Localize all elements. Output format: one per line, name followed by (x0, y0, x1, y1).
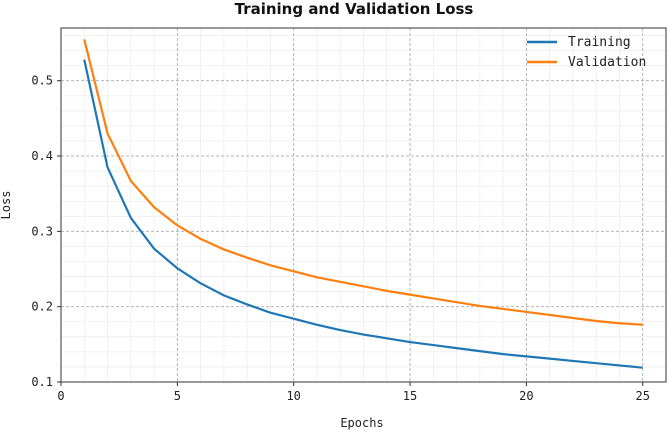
x-axis-label: Epochs (340, 416, 383, 430)
y-axis-ticks: 0.1 0.2 0.3 0.4 0.5 (31, 74, 61, 389)
series-layer (83, 39, 643, 369)
legend-label-training: Training (568, 35, 631, 50)
y-tick-label: 0.3 (31, 224, 53, 238)
x-tick-label: 10 (286, 389, 300, 403)
y-axis-label: Loss (0, 191, 13, 220)
y-tick-label: 0.5 (31, 74, 53, 88)
y-tick-label: 0.1 (31, 375, 53, 389)
series-line-validation (83, 39, 643, 326)
x-tick-label: 5 (174, 389, 181, 403)
plot-frame (60, 27, 667, 383)
y-tick-label: 0.4 (31, 149, 53, 163)
x-tick-label: 0 (57, 389, 64, 403)
x-axis-ticks: 0 5 10 15 20 25 (57, 382, 650, 403)
chart-title: Training and Validation Loss (235, 0, 474, 18)
y-tick-label: 0.2 (31, 300, 53, 314)
legend-label-validation: Validation (568, 55, 646, 70)
x-tick-label: 20 (519, 389, 533, 403)
legend: Training Validation (527, 35, 646, 70)
x-tick-label: 25 (636, 389, 650, 403)
series-line-training (83, 59, 643, 369)
x-tick-label: 15 (403, 389, 417, 403)
